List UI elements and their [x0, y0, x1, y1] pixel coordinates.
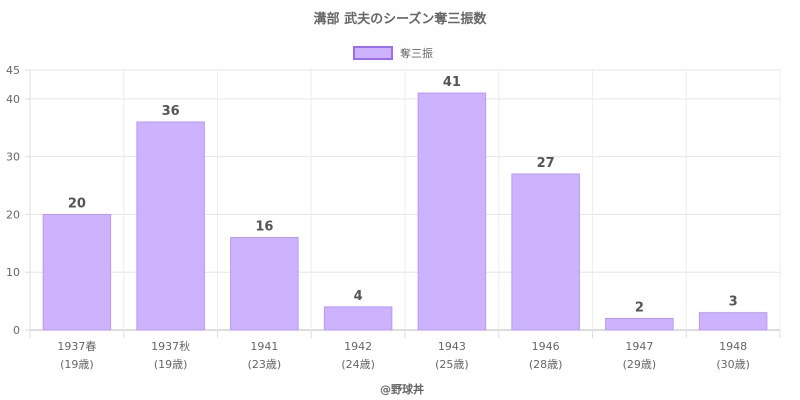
x-tick-age-label: (25歳)	[435, 358, 469, 371]
x-tick-age-label: (19歳)	[60, 358, 94, 371]
bar[interactable]	[417, 92, 487, 331]
legend-swatch	[353, 46, 393, 60]
x-tick-label: 1942	[344, 340, 372, 353]
bar[interactable]	[323, 306, 393, 331]
y-tick-label: 45	[6, 64, 20, 77]
bar[interactable]	[511, 173, 580, 331]
bar-value-label: 2	[635, 300, 644, 315]
x-tick-label: 1941	[250, 340, 278, 353]
bar-value-label: 36	[162, 104, 180, 119]
bar-value-label: 27	[537, 156, 555, 171]
x-tick-age-label: (24歳)	[341, 358, 375, 371]
y-tick-label: 30	[6, 151, 20, 164]
legend[interactable]: 奪三振	[353, 46, 433, 60]
bar[interactable]	[42, 213, 112, 331]
bar-value-label: 16	[255, 220, 273, 235]
bar[interactable]	[605, 317, 674, 331]
x-tick-label: 1946	[532, 340, 560, 353]
x-tick-label: 1948	[719, 340, 747, 353]
bar-value-label: 4	[354, 289, 363, 304]
x-tick-age-label: (29歳)	[623, 358, 657, 371]
y-tick-label: 40	[6, 93, 20, 106]
y-axis-ticks: 0 10 20 30 40 45	[6, 64, 20, 337]
y-tick-label: 10	[6, 266, 20, 279]
x-axis-ticks: 1937春 (19歳) 1937秋 (19歳) 1941 (23歳) 1942 (24歳) 19…	[57, 339, 750, 371]
x-tick-label: 1937春	[57, 340, 96, 353]
bar-value-label: 3	[729, 295, 738, 310]
bar[interactable]	[698, 312, 768, 331]
x-tick-label: 1937秋	[151, 339, 190, 353]
data-labels: 20 36 16 4 41 27 2 3	[68, 75, 738, 315]
x-tick-label: 1947	[625, 340, 653, 353]
bars	[42, 92, 768, 331]
x-tick-age-label: (23歳)	[248, 358, 282, 371]
bar-value-label: 41	[443, 75, 461, 90]
bar[interactable]	[136, 121, 205, 331]
x-tick-age-label: (19歳)	[154, 358, 188, 371]
x-tick-age-label: (28歳)	[529, 358, 563, 371]
y-tick-label: 0	[13, 324, 20, 337]
legend-label: 奪三振	[400, 46, 433, 60]
bar[interactable]	[230, 237, 299, 331]
x-tick-label: 1943	[438, 340, 466, 353]
x-tick-age-label: (30歳)	[716, 358, 750, 371]
credit-label: @野球丼	[380, 382, 424, 396]
bar-value-label: 20	[68, 196, 86, 211]
chart-title: 溝部 武夫のシーズン奪三振数	[314, 11, 488, 27]
y-tick-label: 20	[6, 208, 20, 221]
